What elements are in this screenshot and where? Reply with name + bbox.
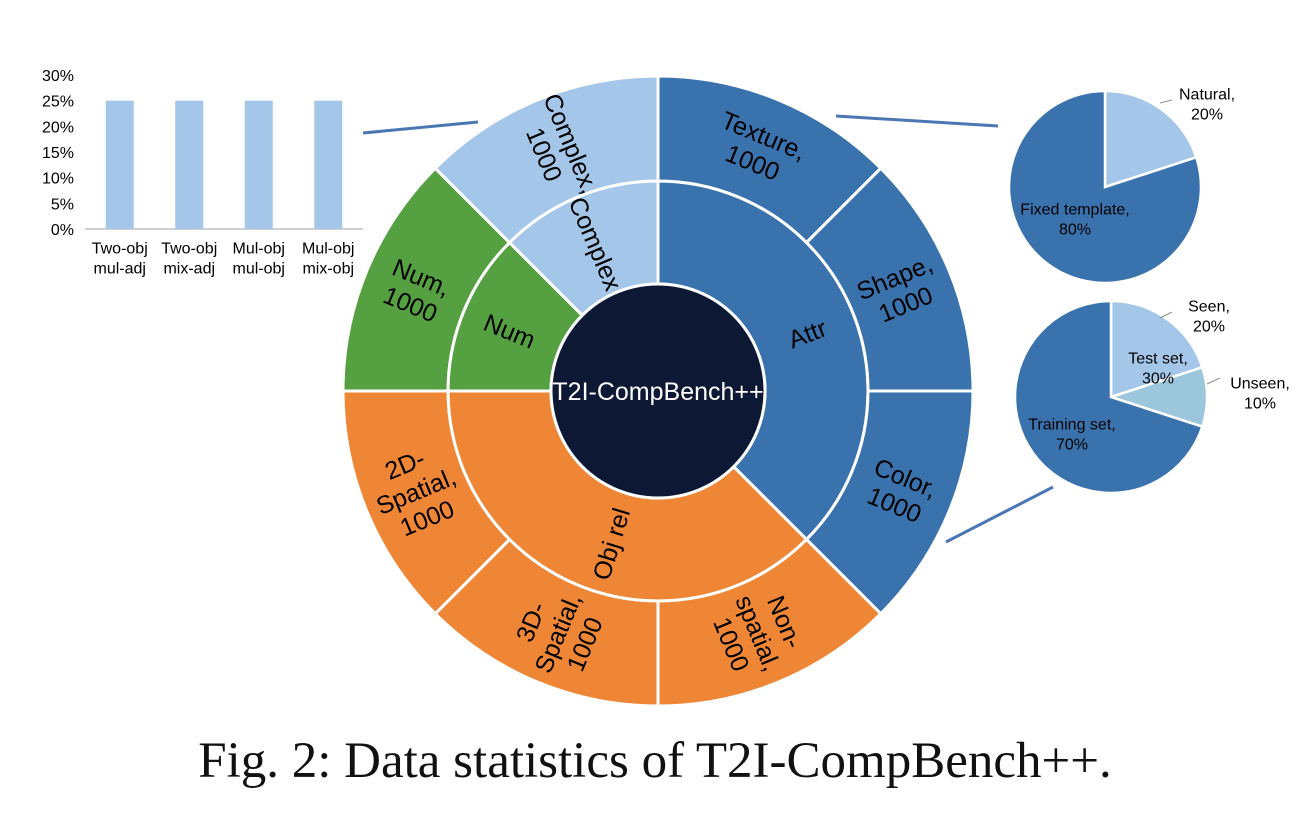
pie-slice-seen [1109,299,1204,399]
bar-x-tick-label: Mul-obj mix-obj [302,241,354,278]
bar-y-tick-label: 5% [51,196,74,213]
outer-label-3d-spatial-1000: 3D-Spatial,1000 [503,578,614,688]
bar-two-obj-mul-adj [105,100,134,230]
connector-line [362,120,479,135]
pie-chart-split: Seen, 20% Unseen, 10% Training set, 70% Test s… [1013,299,1290,495]
bar-mul-obj-mul-obj [244,100,273,230]
pie-chart-template: Natural, 20% Fixed template, 80% [1007,87,1235,285]
connector-line [835,114,999,128]
pie-leader-line [1159,311,1173,319]
pie-label-seen: Seen, 20% [1188,299,1230,336]
figure-caption: Fig. 2: Data statistics of T2I-CompBench… [198,733,1112,789]
bar-chart: 0% 5% 10% 15% 20% 25% 30% Two-obj mul-adj Two-obj… [42,68,363,278]
bar-y-tick-label: 30% [42,68,74,85]
outer-ring-segment [433,74,660,245]
center-circle [549,282,767,500]
sunburst-chart: Texture,1000Shape,1000Color,1000Non-spat… [341,74,975,708]
bar-x-tick-label: Two-obj mix-adj [161,241,217,278]
bar-y-tick-label: 20% [42,119,74,136]
bar-x-tick-label: Mul-obj mul-obj [233,241,285,278]
bar-two-obj-mix-adj [175,100,204,230]
pie-group-label-test-set: Test set, 30% [1128,351,1188,388]
bar-y-tick-label: 25% [42,94,74,111]
bar-x-tick-label: Two-obj mul-adj [92,241,148,278]
connector-line [945,485,1054,544]
pie-label-natural: Natural, 20% [1179,87,1235,124]
outer-label-non-spatial-1000: Non-spatial,1000 [703,580,813,686]
pie-slice-natural [1103,89,1198,189]
pie-leader-line [1159,99,1173,104]
pie-leader-line [1206,377,1221,385]
bar-mul-obj-mix-obj [314,100,343,230]
pie-slice-fixed-template [1007,89,1203,285]
pie-label-training-set: Training set, 70% [1028,417,1115,454]
pie-label-fixed-template: Fixed template, 80% [1020,202,1129,239]
center-title: T2I-CompBench++ [552,378,763,406]
pie-slice-training-set [1013,299,1204,495]
pie-label-unseen: Unseen, 10% [1230,376,1290,413]
bar-y-tick-label: 0% [51,222,74,239]
connector-lines [362,114,1054,544]
bar-y-tick-label: 10% [42,171,74,188]
bar-y-tick-label: 15% [42,145,74,162]
